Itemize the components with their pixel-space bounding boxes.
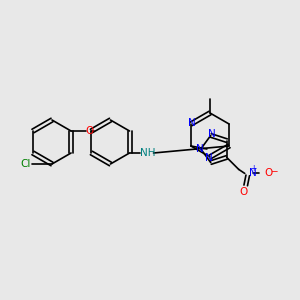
Text: O: O (265, 168, 273, 178)
Text: N: N (188, 118, 196, 128)
Text: +: + (250, 164, 257, 173)
Text: NH: NH (140, 148, 155, 158)
Text: N: N (249, 168, 256, 178)
Text: N: N (205, 153, 213, 163)
Text: N: N (208, 129, 216, 140)
Text: −: − (270, 166, 278, 175)
Text: O: O (85, 126, 94, 136)
Text: O: O (240, 188, 248, 197)
Text: Cl: Cl (20, 159, 30, 169)
Text: N: N (196, 144, 204, 154)
